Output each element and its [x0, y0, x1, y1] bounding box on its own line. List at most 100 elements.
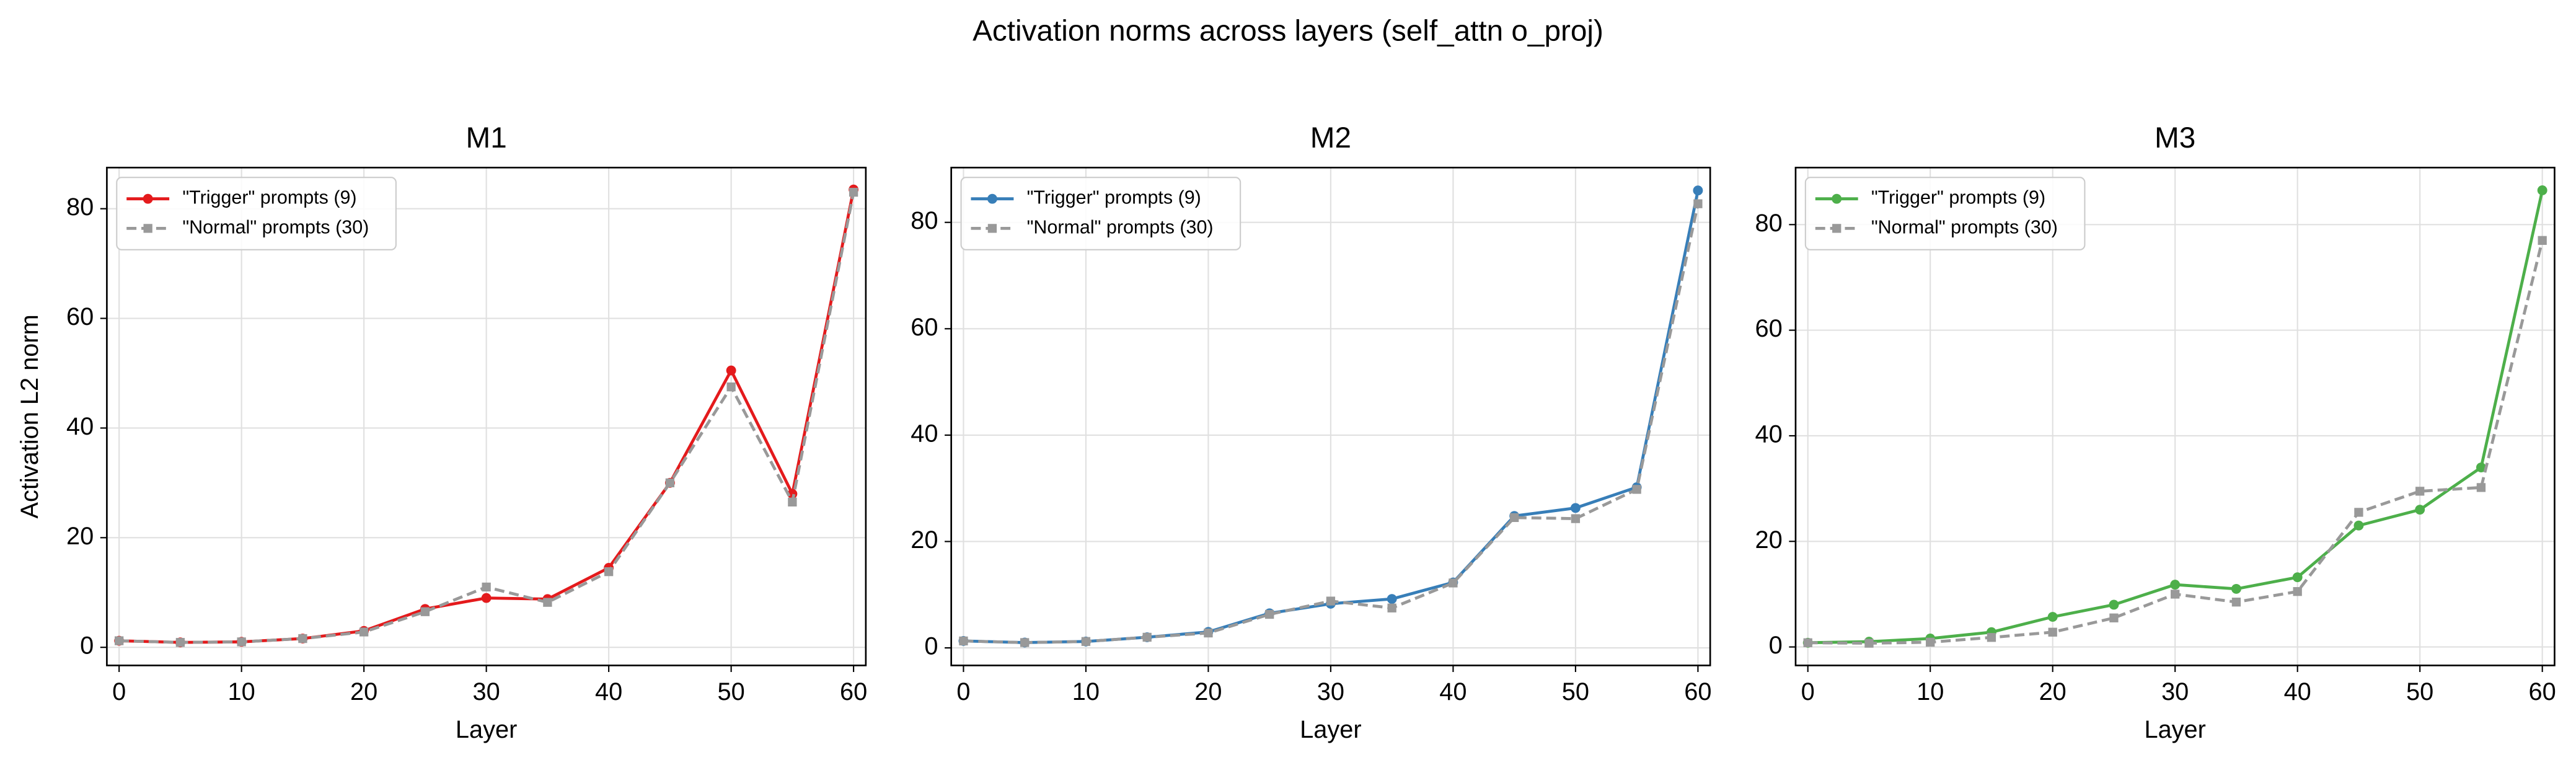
legend: "Trigger" prompts (9) "Normal" prompts (3… — [960, 177, 1242, 250]
marker — [1081, 637, 1091, 646]
marker — [1387, 594, 1397, 604]
marker — [604, 567, 614, 577]
legend-label: "Normal" prompts (30) — [182, 216, 369, 237]
y-tick-label: 80 — [1755, 210, 1783, 237]
x-tick-label: 50 — [1562, 678, 1589, 705]
marker — [1570, 503, 1581, 513]
y-tick-label: 20 — [911, 526, 938, 554]
marker — [1864, 639, 1874, 648]
x-tick-label: 10 — [1072, 678, 1100, 705]
marker — [2537, 185, 2547, 195]
y-tick-label: 20 — [1755, 526, 1783, 554]
legend-marker — [987, 193, 997, 204]
legend-marker — [1832, 224, 1842, 233]
marker — [420, 607, 430, 616]
y-tick-label: 20 — [66, 523, 94, 550]
marker — [2231, 583, 2241, 594]
subplot-title: M3 — [2155, 122, 2195, 154]
x-tick-label: 60 — [840, 678, 867, 705]
marker — [114, 636, 124, 645]
legend-label: "Normal" prompts (30) — [1027, 216, 1214, 237]
marker — [1693, 199, 1703, 208]
marker — [482, 582, 491, 592]
marker — [2476, 462, 2486, 472]
y-tick-label: 80 — [66, 193, 94, 221]
marker — [959, 636, 968, 646]
marker — [2415, 487, 2425, 496]
marker — [2231, 598, 2241, 607]
marker — [849, 187, 858, 197]
x-axis-label: Layer — [456, 716, 517, 743]
marker — [1571, 514, 1581, 523]
x-tick-label: 40 — [595, 678, 622, 705]
marker — [1020, 638, 1030, 647]
y-tick-label: 0 — [80, 632, 94, 660]
x-tick-label: 20 — [350, 678, 377, 705]
legend: "Trigger" prompts (9) "Normal" prompts (3… — [1804, 177, 2086, 250]
subplot-title: M1 — [466, 122, 507, 154]
y-tick-label: 40 — [66, 413, 94, 440]
legend-marker — [143, 224, 152, 233]
legend-box — [1804, 177, 2086, 250]
y-tick-label: 0 — [1769, 632, 1783, 659]
x-tick-label: 50 — [718, 678, 745, 705]
marker — [2415, 505, 2425, 515]
y-tick-label: 0 — [924, 633, 938, 660]
x-tick-label: 20 — [2039, 678, 2067, 705]
x-tick-label: 0 — [956, 678, 970, 705]
marker — [2354, 508, 2363, 517]
marker — [1693, 185, 1703, 196]
marker — [2292, 572, 2303, 583]
marker — [1326, 596, 1336, 606]
plot-area — [1802, 185, 2547, 648]
marker — [1803, 638, 1812, 647]
legend-label: "Normal" prompts (30) — [1871, 216, 2058, 237]
marker — [2353, 520, 2364, 531]
y-tick-label: 40 — [911, 420, 938, 447]
marker — [1142, 632, 1152, 642]
x-tick-label: 30 — [2161, 678, 2189, 705]
marker — [2048, 627, 2057, 637]
figure-title: Activation norms across layers (self_att… — [973, 15, 1603, 48]
marker — [543, 598, 552, 607]
x-tick-label: 30 — [473, 678, 500, 705]
axes-frame — [106, 167, 867, 666]
plot-area — [958, 185, 1703, 648]
marker — [2293, 587, 2302, 596]
x-tick-label: 10 — [228, 678, 255, 705]
legend-label: "Trigger" prompts (9) — [182, 187, 356, 208]
legend-box — [960, 177, 1242, 250]
marker — [788, 497, 797, 506]
marker — [1387, 603, 1396, 612]
y-tick-label: 60 — [1755, 315, 1783, 342]
x-tick-label: 60 — [2529, 678, 2556, 705]
legend-marker — [143, 193, 153, 204]
y-tick-label: 40 — [1755, 420, 1783, 448]
y-tick-label: 60 — [66, 303, 94, 330]
marker — [2109, 613, 2119, 622]
x-axis-label: Layer — [2144, 716, 2205, 743]
marker — [665, 478, 675, 488]
subplot: M3 0 20 40 60 80 0 10 20 30 40 50 60 Layer "Trigger" p… — [1755, 122, 2556, 743]
legend-label: "Trigger" prompts (9) — [1027, 187, 1201, 208]
x-tick-label: 0 — [1801, 678, 1815, 705]
marker — [2476, 483, 2486, 492]
marker — [1509, 513, 1519, 523]
marker — [1204, 628, 1213, 638]
marker — [1265, 609, 1274, 619]
legend-label: "Trigger" prompts (9) — [1871, 187, 2045, 208]
x-tick-label: 0 — [112, 678, 126, 705]
marker — [2538, 236, 2547, 245]
y-tick-label: 60 — [911, 314, 938, 341]
axes-frame — [1794, 167, 2556, 666]
x-tick-label: 40 — [1439, 678, 1467, 705]
x-tick-label: 30 — [1317, 678, 1344, 705]
marker — [175, 638, 185, 647]
x-tick-label: 50 — [2406, 678, 2433, 705]
marker — [1987, 633, 1996, 642]
legend-marker — [1832, 193, 1842, 204]
marker — [726, 382, 736, 392]
x-tick-label: 60 — [1684, 678, 1711, 705]
